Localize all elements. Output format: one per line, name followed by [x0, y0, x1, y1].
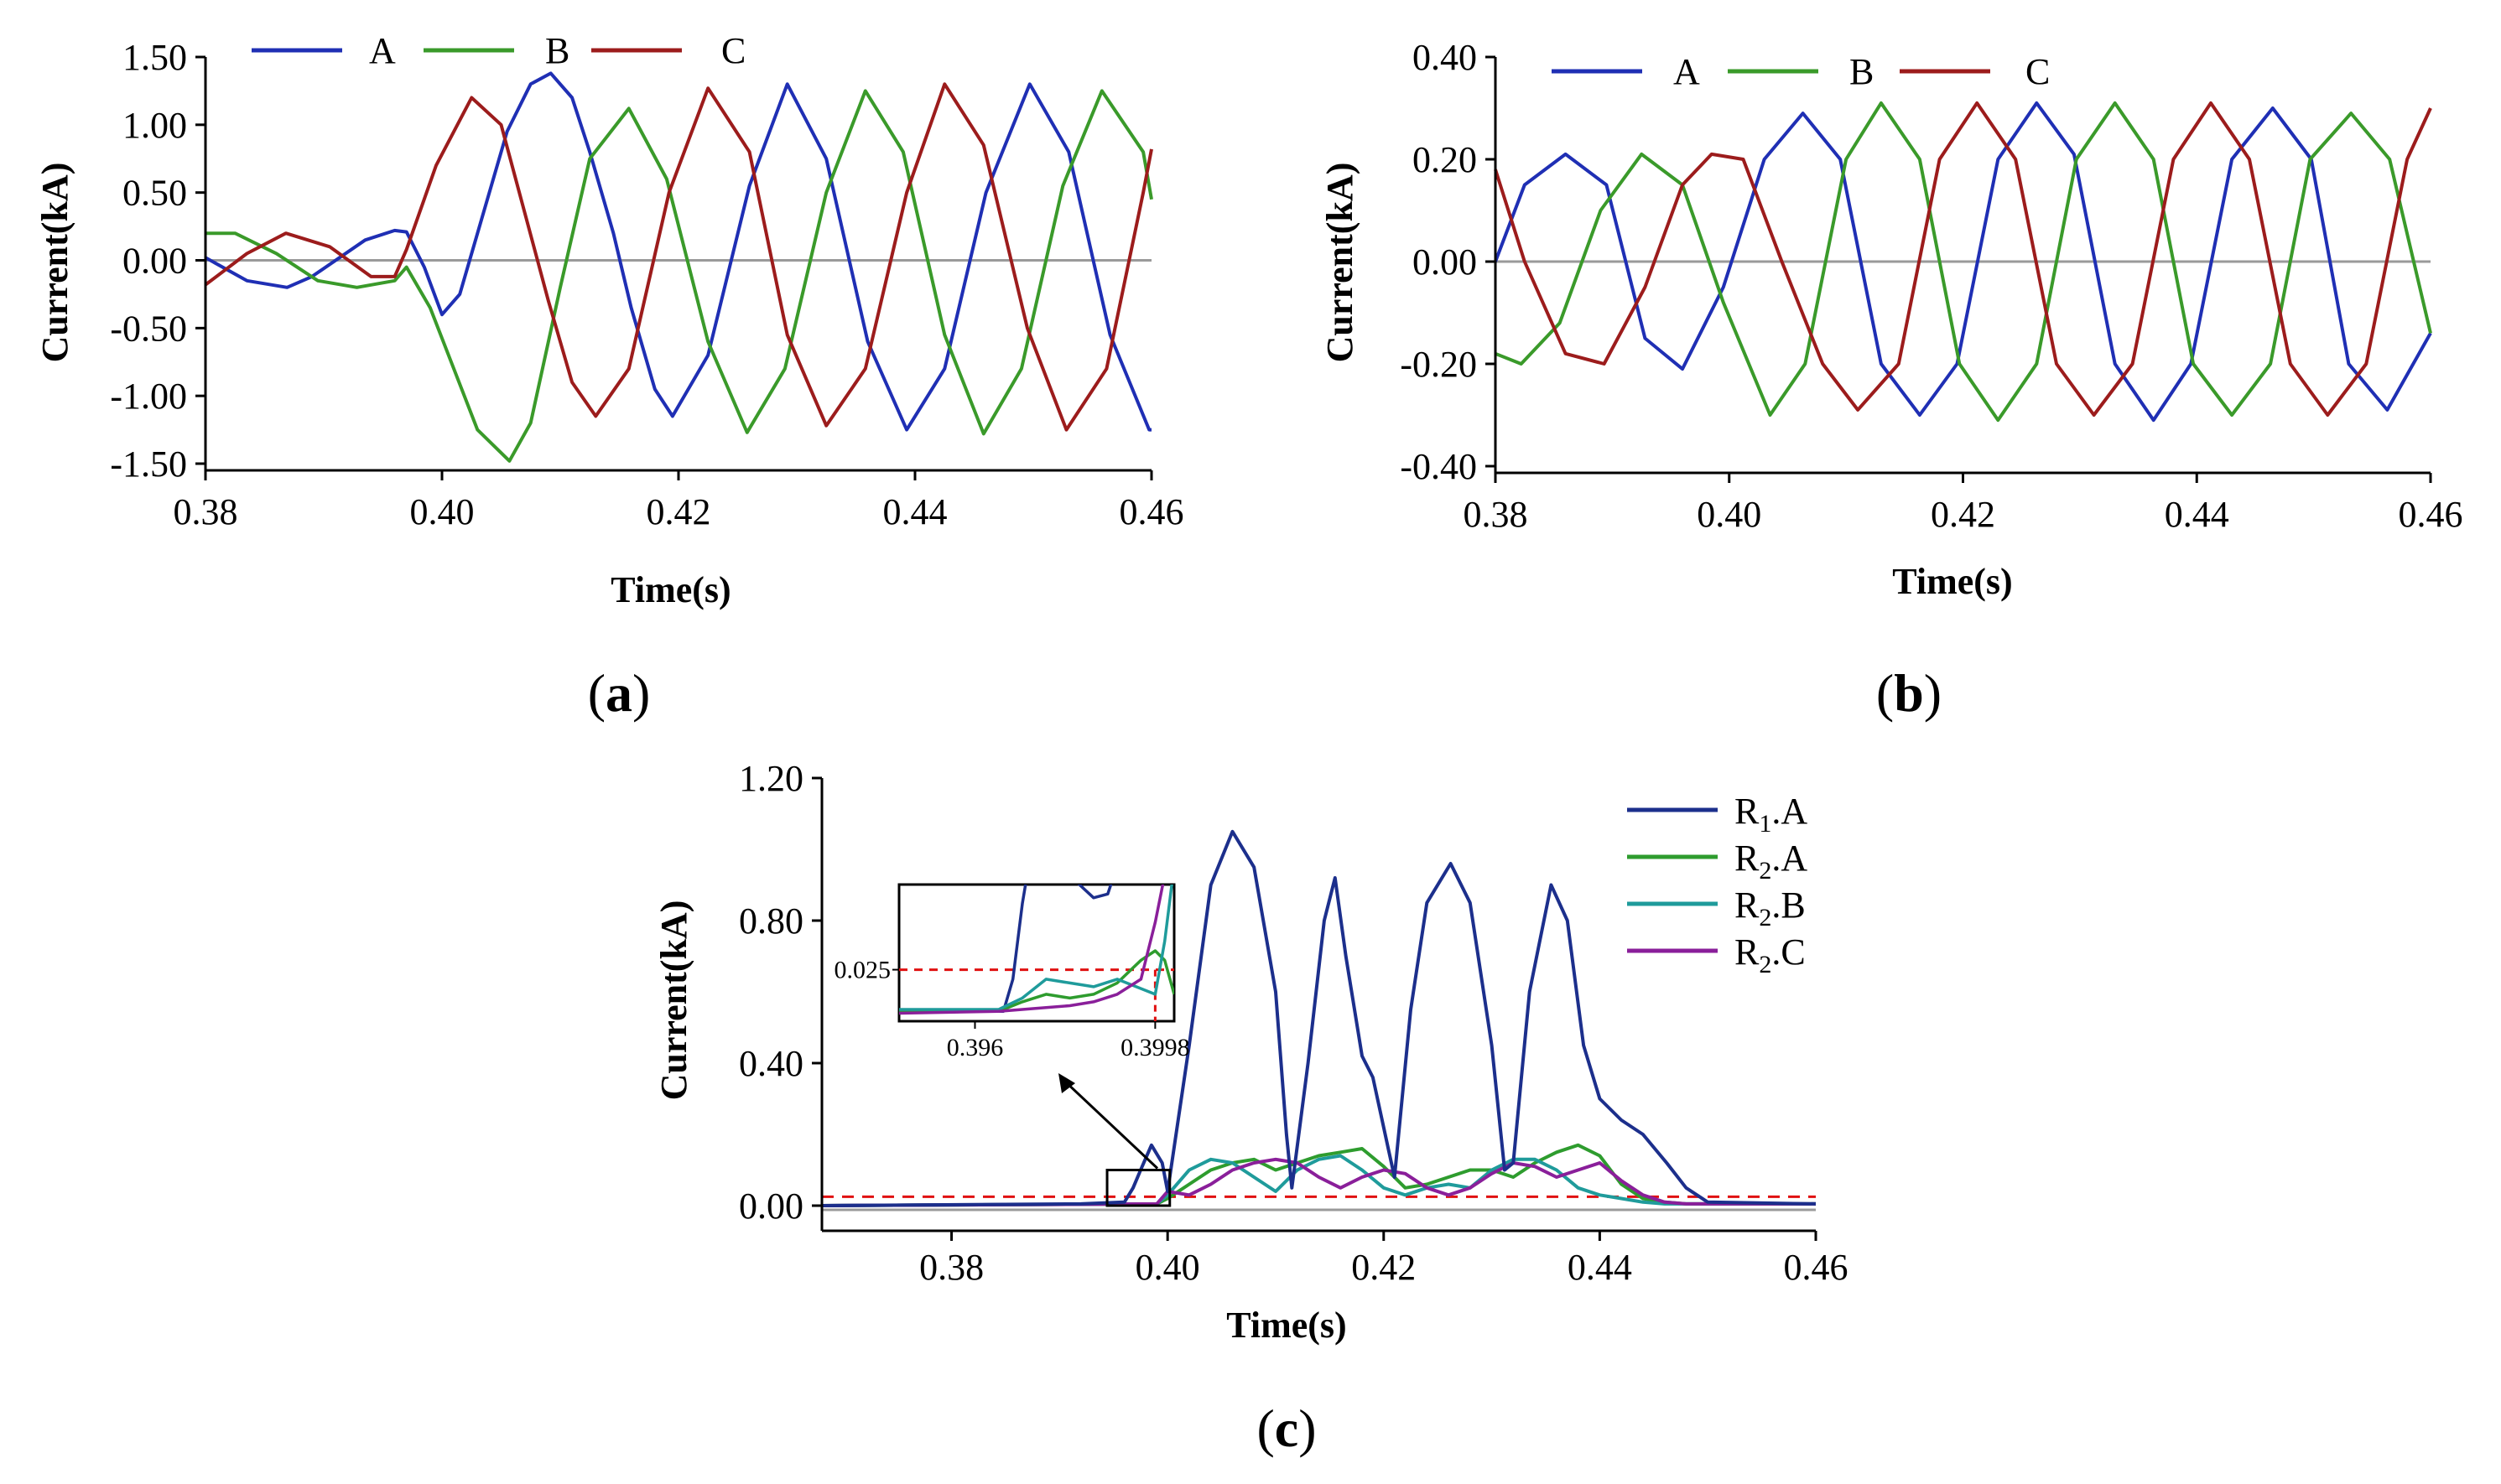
chart-c: Current(kA) Time(s) R1.A R2.A R2.B R2.C …: [653, 758, 1848, 1346]
chart-c-inset-series-R1-A-return: [1078, 885, 1113, 900]
chart-b-xtick-label: 0.46: [2399, 494, 2463, 535]
chart-c-ytick-label: 0.00: [739, 1186, 803, 1227]
chart-a-ytick-label: 1.00: [122, 105, 187, 146]
panel-b-label: (b): [1876, 663, 1942, 723]
chart-b-series-B: [1495, 101, 2432, 423]
legend-a-label-A: A: [369, 30, 396, 71]
chart-c-zoom-arrow: [1062, 1078, 1159, 1170]
chart-c-ylabel: Current(kA): [653, 900, 694, 1101]
chart-a-ylabel: Current(kA): [34, 163, 75, 363]
chart-a-series-B: [205, 89, 1153, 463]
chart-c-ytick-label: 1.20: [739, 758, 803, 799]
chart-c-zoom-arrowhead: [1058, 1073, 1075, 1093]
chart-c-zoom-box: [1105, 1169, 1172, 1207]
chart-a-xlabel: Time(s): [611, 569, 731, 610]
chart-b-ytick-label: 0.00: [1412, 241, 1477, 283]
legend-c-label-R2B: R2.B: [1734, 885, 1806, 931]
chart-b-ylabel: Current(kA): [1319, 163, 1360, 363]
chart-b-ytick-label: 0.40: [1412, 37, 1477, 78]
chart-b-xtick-label: 0.44: [2165, 494, 2229, 535]
legend-c-label-R2A: R2.A: [1734, 838, 1807, 885]
chart-c-inset-plot: [899, 885, 1174, 1021]
chart-b-xlabel: Time(s): [1892, 561, 2012, 602]
chart-b-series-A: [1494, 101, 2432, 423]
chart-a-xtick-label: 0.46: [1120, 491, 1184, 532]
chart-c-xtick-label: 0.44: [1568, 1247, 1632, 1288]
chart-a: Current(kA) Time(s) A B C 1.50 1.00 0.50 0.…: [34, 30, 1184, 610]
chart-c-xtick-label: 0.40: [1136, 1247, 1200, 1288]
chart-c-series-R2-C: [821, 1157, 1816, 1207]
legend-b-label-B: B: [1849, 51, 1874, 92]
chart-c-inset-series-R2-C: [899, 885, 1165, 1015]
chart-c-inset-ytick-label: 0.025: [835, 957, 892, 984]
legend-c-label-R2C: R2.C: [1734, 931, 1806, 978]
chart-c-legend: R1.A R2.A R2.B R2.C: [1627, 791, 1807, 978]
chart-a-series-C: [204, 82, 1153, 432]
panel-c-label: (c): [1256, 1398, 1316, 1458]
chart-a-xtick-label: 0.40: [410, 491, 475, 532]
chart-a-ytick-label: -0.50: [110, 308, 187, 349]
chart-c-inset-xtick-label: 0.396: [947, 1034, 1004, 1061]
chart-a-legend: A B C: [252, 30, 746, 71]
legend-b-label-A: A: [1673, 51, 1700, 92]
chart-c-xtick-label: 0.46: [1784, 1247, 1848, 1288]
legend-a-label-B: B: [545, 30, 569, 71]
chart-b-ytick-label: -0.40: [1400, 446, 1477, 487]
chart-c-xtick-label: 0.38: [919, 1247, 984, 1288]
chart-b: Current(kA) Time(s) A B C 0.40 0.20 0.00 -0…: [1319, 37, 2463, 602]
panel-a-label: (a): [588, 663, 651, 723]
chart-b-xtick-label: 0.38: [1464, 494, 1528, 535]
chart-c-inset-series-R2-B: [899, 885, 1173, 1011]
chart-a-ytick-label: -1.50: [110, 444, 187, 485]
legend-c-label-R1A: R1.A: [1734, 791, 1807, 838]
chart-c-series-R2-B: [821, 1154, 1816, 1207]
chart-c-inset-series-R2-A: [899, 949, 1174, 1013]
chart-a-ytick-label: 1.50: [122, 37, 187, 78]
chart-c-xtick-label: 0.42: [1351, 1247, 1416, 1288]
chart-c-ytick-label: 0.80: [739, 900, 803, 942]
chart-b-ytick-label: 0.20: [1412, 139, 1477, 180]
chart-a-ytick-label: 0.00: [122, 241, 187, 282]
chart-b-ytick-label: -0.20: [1400, 344, 1477, 385]
chart-b-series-C: [1494, 101, 2432, 417]
chart-b-xtick-label: 0.42: [1931, 494, 1995, 535]
chart-b-legend: A B C: [1552, 51, 2050, 92]
chart-c-inset-xtick-label: 0.3998: [1121, 1034, 1190, 1061]
chart-b-xtick-label: 0.40: [1697, 494, 1761, 535]
chart-c-series-R1-A: [821, 829, 1817, 1207]
legend-a-label-C: C: [721, 30, 746, 71]
chart-a-ytick-label: 0.50: [122, 173, 187, 214]
chart-c-inset-frame: [897, 883, 1176, 1023]
chart-a-xtick-label: 0.38: [174, 491, 238, 532]
chart-a-xtick-label: 0.42: [647, 491, 711, 532]
chart-a-xtick-label: 0.44: [883, 491, 948, 532]
chart-a-ytick-label: -1.00: [110, 376, 187, 417]
chart-c-ytick-label: 0.40: [739, 1043, 803, 1084]
chart-a-series-A: [205, 71, 1152, 432]
legend-b-label-C: C: [2025, 51, 2050, 92]
chart-c-xlabel: Time(s): [1226, 1305, 1346, 1346]
